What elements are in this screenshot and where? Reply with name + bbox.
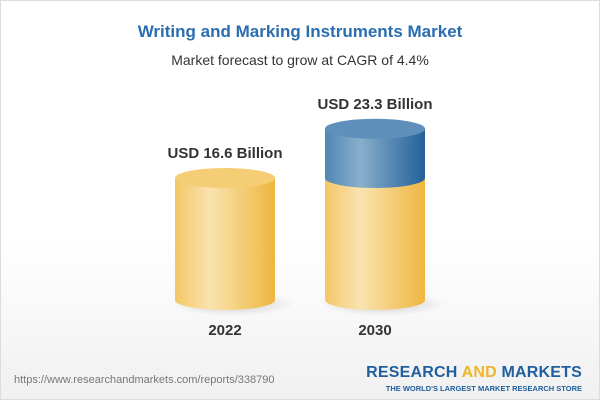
- x-tick-label: 2022: [208, 322, 241, 339]
- chart-subtitle: Market forecast to grow at CAGR of 4.4%: [171, 52, 429, 68]
- logo-text: RESEARCH: [366, 364, 462, 381]
- bar-top-2030: [325, 118, 425, 139]
- chart-title: Writing and Marking Instruments Market: [137, 22, 463, 41]
- bar-growth-2030: [325, 128, 425, 188]
- data-label: USD 23.3 Billion: [317, 96, 432, 113]
- bar-base-2030: [325, 178, 425, 310]
- data-label: USD 16.6 Billion: [167, 145, 282, 162]
- bar-top-2022: [175, 168, 275, 188]
- logo-text: AND: [461, 364, 497, 381]
- logo-text: MARKETS: [496, 364, 582, 381]
- research-and-markets-logo: RESEARCH AND MARKETS THE WORLD'S LARGEST…: [366, 364, 582, 393]
- logo-tagline: THE WORLD'S LARGEST MARKET RESEARCH STOR…: [385, 384, 582, 393]
- source-url[interactable]: https://www.researchandmarkets.com/repor…: [14, 374, 275, 386]
- bar-base-2022: [175, 178, 275, 310]
- x-tick-label: 2030: [358, 322, 391, 339]
